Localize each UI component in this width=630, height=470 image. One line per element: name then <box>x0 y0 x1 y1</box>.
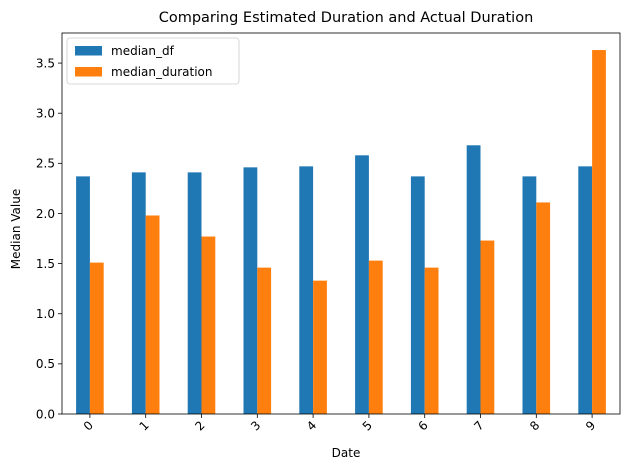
legend-label-median-df: median_df <box>111 44 175 58</box>
x-tick-label: 7 <box>471 418 486 433</box>
bar-median-duration-5 <box>368 260 383 414</box>
x-axis-label: Date <box>332 446 361 460</box>
x-tick-label: 4 <box>304 418 319 433</box>
x-tick-label: 1 <box>137 418 152 433</box>
bar-median-df-1 <box>131 172 146 414</box>
x-tick-label: 5 <box>360 418 375 433</box>
x-tick-label: 9 <box>583 418 598 433</box>
bar-median-df-4 <box>299 166 314 414</box>
bar-median-df-6 <box>410 176 425 414</box>
legend: median_df median_duration <box>66 37 240 85</box>
bar-median-df-5 <box>355 155 369 414</box>
bar-median-duration-0 <box>89 262 104 414</box>
bar-median-duration-3 <box>257 267 272 414</box>
bar-median-df-0 <box>76 176 90 414</box>
bar-median-df-7 <box>466 145 481 415</box>
bar-median-df-8 <box>522 176 537 414</box>
y-tick-label: 0.0 <box>36 407 55 421</box>
x-tick-label: 2 <box>192 418 207 433</box>
y-tick-label: 3.0 <box>36 107 55 121</box>
x-tick-label: 3 <box>248 418 263 433</box>
y-tick-label: 1.0 <box>36 307 55 321</box>
x-tick-label: 8 <box>527 418 542 433</box>
legend-swatch-median-df <box>75 46 102 56</box>
y-tick-label: 2.0 <box>36 207 55 221</box>
bar-median-duration-1 <box>145 215 160 414</box>
x-tick-label: 6 <box>416 418 431 433</box>
y-tick-label: 0.5 <box>36 357 55 371</box>
bar-median-df-9 <box>578 166 593 414</box>
bar-median-df-2 <box>187 172 202 414</box>
y-tick-label: 1.5 <box>36 257 55 271</box>
y-tick-label: 2.5 <box>36 157 55 171</box>
y-tick-label: 3.5 <box>36 56 55 70</box>
bar-median-duration-4 <box>313 280 327 414</box>
legend-box <box>66 37 240 85</box>
bar-median-duration-6 <box>424 267 439 414</box>
bar-median-duration-2 <box>201 236 216 414</box>
bar-median-duration-9 <box>592 50 606 414</box>
x-tick-label: 0 <box>81 418 96 433</box>
chart-title: Comparing Estimated Duration and Actual … <box>159 10 534 26</box>
bar-median-duration-7 <box>480 240 495 414</box>
bar-median-duration-8 <box>536 202 551 414</box>
y-axis-label: Median Value <box>9 189 23 269</box>
bar-median-df-3 <box>243 167 258 414</box>
axes-frame <box>61 32 621 415</box>
plot-area: 0.0 0.5 1.0 1.5 2.0 2.5 3.0 3.5 0 1 2 3 4 5 6 7 8 9 <box>36 32 621 434</box>
legend-label-median-duration: median_duration <box>111 65 212 79</box>
legend-swatch-median-duration <box>75 67 102 77</box>
